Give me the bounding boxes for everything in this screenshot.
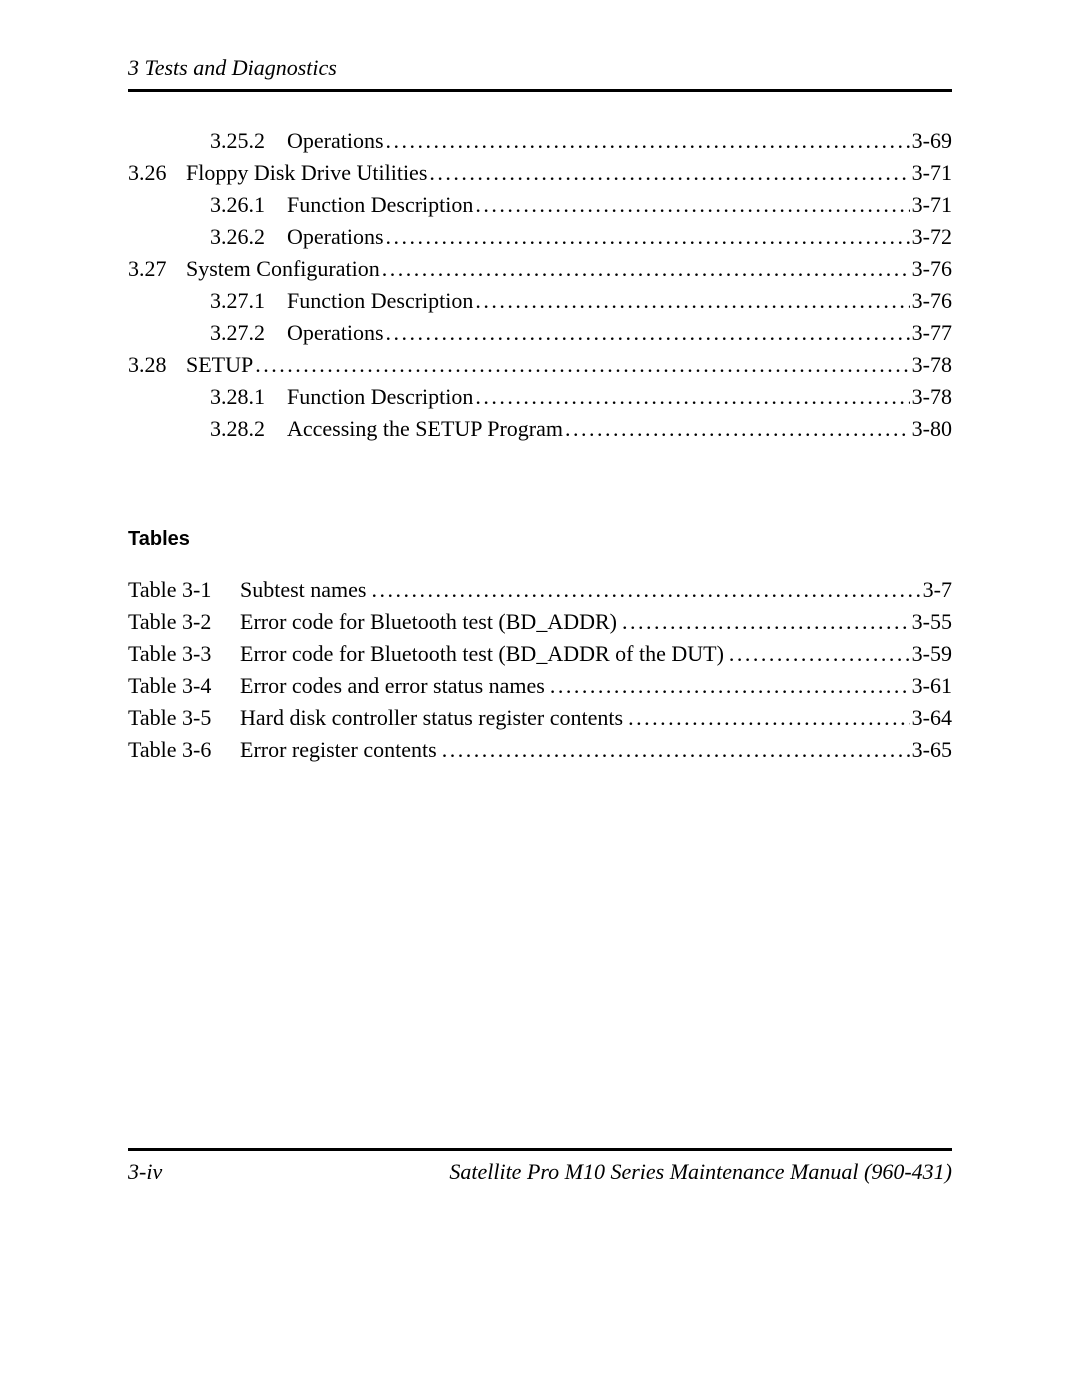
toc-title: Function Description bbox=[287, 194, 473, 216]
toc-subsection-number: 3.28.1 bbox=[210, 386, 287, 408]
toc-entry: 3.28SETUP 3-78 bbox=[128, 354, 952, 376]
toc-entry: 3.27System Configuration 3-76 bbox=[128, 258, 952, 280]
tables-heading: Tables bbox=[128, 528, 952, 551]
dot-leader bbox=[473, 386, 909, 408]
dot-leader bbox=[253, 354, 909, 376]
toc-entry: 3.26Floppy Disk Drive Utilities 3-71 bbox=[128, 162, 952, 184]
toc-title: Operations bbox=[287, 322, 384, 344]
toc-page-ref: 3-77 bbox=[910, 322, 952, 344]
table-label: Table 3-2 bbox=[128, 611, 240, 633]
dot-leader bbox=[473, 194, 909, 216]
toc-title: Operations bbox=[287, 226, 384, 248]
toc-page-ref: 3-80 bbox=[910, 418, 952, 440]
table-title: Error register contents bbox=[240, 739, 437, 761]
table-page-ref: 3-64 bbox=[910, 707, 952, 729]
table-entry: Table 3-2Error code for Bluetooth test (… bbox=[128, 611, 952, 633]
tables-block: Table 3-1Subtest names3-7Table 3-2Error … bbox=[128, 579, 952, 761]
dot-leader bbox=[427, 162, 909, 184]
toc-subsection-number: 3.26.1 bbox=[210, 194, 287, 216]
table-page-ref: 3-61 bbox=[910, 675, 952, 697]
toc-entry: 3.25.2Operations 3-69 bbox=[128, 130, 952, 152]
toc-subsection-number: 3.27.1 bbox=[210, 290, 287, 312]
dot-leader bbox=[727, 643, 910, 665]
dot-leader bbox=[563, 418, 910, 440]
toc-entry: 3.26.1Function Description 3-71 bbox=[128, 194, 952, 216]
toc-title: Function Description bbox=[287, 290, 473, 312]
table-label: Table 3-1 bbox=[128, 579, 240, 601]
table-title: Error codes and error status names bbox=[240, 675, 545, 697]
dot-leader bbox=[384, 322, 910, 344]
table-page-ref: 3-55 bbox=[910, 611, 952, 633]
toc-block: 3.25.2Operations3-693.26Floppy Disk Driv… bbox=[128, 130, 952, 440]
table-label: Table 3-4 bbox=[128, 675, 240, 697]
table-entry: Table 3-5Hard disk controller status reg… bbox=[128, 707, 952, 729]
toc-entry: 3.28.2Accessing the SETUP Program 3-80 bbox=[128, 418, 952, 440]
toc-section-number: 3.28 bbox=[128, 354, 186, 376]
footer-page-number: 3-iv bbox=[128, 1159, 162, 1185]
toc-page-ref: 3-72 bbox=[910, 226, 952, 248]
dot-leader bbox=[370, 579, 921, 601]
toc-page-ref: 3-71 bbox=[910, 162, 952, 184]
toc-title: SETUP bbox=[186, 354, 253, 376]
dot-leader bbox=[548, 675, 910, 697]
toc-title: System Configuration bbox=[186, 258, 380, 280]
toc-entry: 3.28.1Function Description 3-78 bbox=[128, 386, 952, 408]
toc-page-ref: 3-76 bbox=[910, 290, 952, 312]
dot-leader bbox=[620, 611, 910, 633]
table-label: Table 3-6 bbox=[128, 739, 240, 761]
table-title: Subtest names bbox=[240, 579, 367, 601]
page-footer: 3-iv Satellite Pro M10 Series Maintenanc… bbox=[128, 1148, 952, 1185]
toc-title: Operations bbox=[287, 130, 384, 152]
table-entry: Table 3-3Error code for Bluetooth test (… bbox=[128, 643, 952, 665]
toc-entry: 3.26.2Operations 3-72 bbox=[128, 226, 952, 248]
dot-leader bbox=[440, 739, 910, 761]
toc-page-ref: 3-69 bbox=[910, 130, 952, 152]
table-page-ref: 3-59 bbox=[910, 643, 952, 665]
table-title: Hard disk controller status register con… bbox=[240, 707, 623, 729]
toc-subsection-number: 3.26.2 bbox=[210, 226, 287, 248]
toc-page-ref: 3-71 bbox=[910, 194, 952, 216]
table-entry: Table 3-4Error codes and error status na… bbox=[128, 675, 952, 697]
toc-title: Floppy Disk Drive Utilities bbox=[186, 162, 427, 184]
toc-subsection-number: 3.25.2 bbox=[210, 130, 287, 152]
table-entry: Table 3-6Error register contents 3-65 bbox=[128, 739, 952, 761]
table-label: Table 3-3 bbox=[128, 643, 240, 665]
table-entry: Table 3-1Subtest names 3-7 bbox=[128, 579, 952, 601]
page: 3 Tests and Diagnostics 3.25.2Operations… bbox=[0, 0, 1080, 1397]
page-header: 3 Tests and Diagnostics bbox=[128, 55, 952, 92]
toc-entry: 3.27.1Function Description 3-76 bbox=[128, 290, 952, 312]
toc-page-ref: 3-76 bbox=[910, 258, 952, 280]
dot-leader bbox=[380, 258, 910, 280]
table-page-ref: 3-65 bbox=[910, 739, 952, 761]
dot-leader bbox=[473, 290, 909, 312]
toc-subsection-number: 3.27.2 bbox=[210, 322, 287, 344]
toc-section-number: 3.26 bbox=[128, 162, 186, 184]
toc-subsection-number: 3.28.2 bbox=[210, 418, 287, 440]
dot-leader bbox=[626, 707, 910, 729]
toc-section-number: 3.27 bbox=[128, 258, 186, 280]
table-label: Table 3-5 bbox=[128, 707, 240, 729]
toc-page-ref: 3-78 bbox=[910, 354, 952, 376]
toc-page-ref: 3-78 bbox=[910, 386, 952, 408]
table-title: Error code for Bluetooth test (BD_ADDR) bbox=[240, 611, 617, 633]
footer-manual-title: Satellite Pro M10 Series Maintenance Man… bbox=[449, 1159, 952, 1185]
dot-leader bbox=[384, 226, 910, 248]
table-page-ref: 3-7 bbox=[921, 579, 952, 601]
toc-title: Function Description bbox=[287, 386, 473, 408]
toc-title: Accessing the SETUP Program bbox=[287, 418, 563, 440]
toc-entry: 3.27.2Operations 3-77 bbox=[128, 322, 952, 344]
dot-leader bbox=[384, 130, 910, 152]
table-title: Error code for Bluetooth test (BD_ADDR o… bbox=[240, 643, 724, 665]
